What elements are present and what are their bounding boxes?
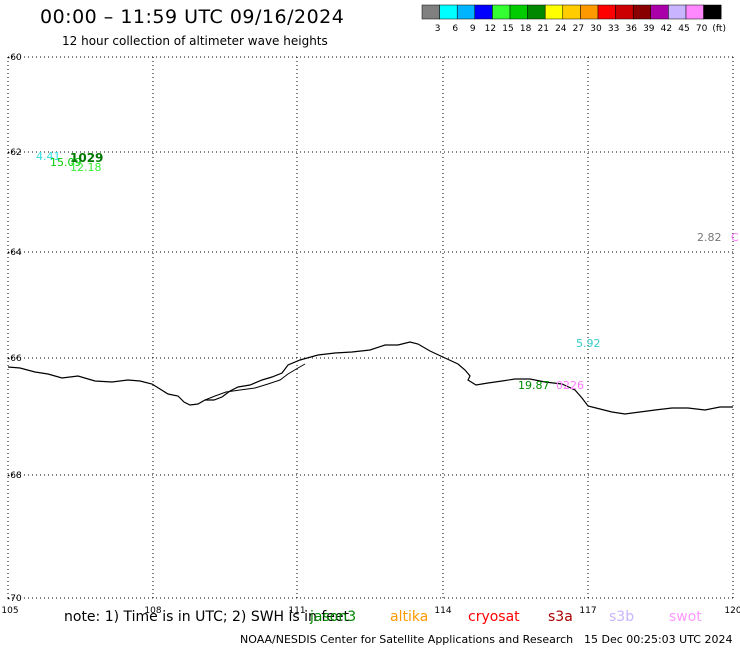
latitude-label: -64	[7, 248, 22, 258]
latitude-label: -60	[7, 53, 22, 63]
legend-value-label: 18	[520, 24, 532, 34]
page-title: 00:00 – 11:59 UTC 09/16/2024	[40, 6, 345, 28]
legend-value-label: 36	[625, 24, 637, 34]
credit-line: NOAA/NESDIS Center for Satellite Applica…	[240, 633, 574, 646]
legend-value-label: 70	[696, 24, 708, 34]
generated-timestamp: 15 Dec 00:25:03 UTC 2024	[584, 633, 733, 646]
map-grid: -60 -62 -64 -66 -68 -70 105 108 111 114 117 120	[1, 53, 740, 616]
legend-value-label: 30	[590, 24, 602, 34]
wave-height-color-legend: 3 6 9 12 15 18 21 24 27 30 33 36 39 42 45 70 (ft)	[421, 4, 726, 34]
swh-observation: C	[731, 231, 739, 244]
legend-value-label: 9	[470, 24, 476, 34]
swh-observation: 5.92	[576, 337, 601, 350]
legend-value-label: 39	[643, 24, 655, 34]
swh-observation: 2.82	[697, 231, 722, 244]
footer-note: note: 1) Time is in UTC; 2) SWH is in fe…	[64, 609, 350, 625]
mission-label-jason3: jason3	[310, 609, 357, 625]
legend-value-label: 45	[678, 24, 689, 34]
legend-value-label: 3	[435, 24, 441, 34]
antarctic-coastline	[7, 341, 733, 415]
legend-swatch	[703, 4, 722, 20]
longitude-label: 108	[144, 606, 161, 616]
legend-value-label: 12	[485, 24, 496, 34]
latitude-label: -70	[7, 594, 22, 604]
swh-observation: 15.09	[50, 156, 82, 169]
longitude-label: 120	[724, 606, 740, 616]
legend-value-label: 24	[555, 24, 567, 34]
mission-label-cryosat: cryosat	[468, 609, 520, 625]
ice-shelf-outline	[204, 363, 306, 401]
legend-value-label: 6	[452, 24, 458, 34]
swh-observation: 12.18	[70, 161, 102, 174]
legend-unit-label: (ft)	[712, 24, 726, 34]
latitude-label: -68	[7, 471, 22, 481]
mission-label-s3b: s3b	[609, 609, 635, 625]
page-subtitle: 12 hour collection of altimeter wave hei…	[62, 34, 328, 48]
longitude-label: 105	[1, 606, 18, 616]
longitude-label: 111	[288, 606, 305, 616]
swh-observation: 4.41	[36, 150, 61, 163]
latitude-label: -66	[7, 354, 22, 364]
latitude-label: -62	[7, 148, 22, 158]
longitude-label: 117	[579, 606, 596, 616]
swh-observation: 0226	[556, 379, 584, 392]
swh-observation: 1029	[70, 151, 103, 165]
legend-value-label: 21	[537, 24, 548, 34]
mission-label-altika: altika	[390, 609, 429, 625]
mission-label-swot: swot	[669, 609, 702, 625]
footer-row: note: 1) Time is in UTC; 2) SWH is in fe…	[0, 609, 740, 629]
legend-value-label: 33	[608, 24, 619, 34]
legend-value-label: 42	[661, 24, 672, 34]
swh-observation: 19.87	[518, 379, 550, 392]
longitude-label: 114	[434, 606, 451, 616]
legend-value-label: 27	[573, 24, 584, 34]
legend-value-label: 15	[502, 24, 513, 34]
mission-label-s3a: s3a	[548, 609, 573, 625]
